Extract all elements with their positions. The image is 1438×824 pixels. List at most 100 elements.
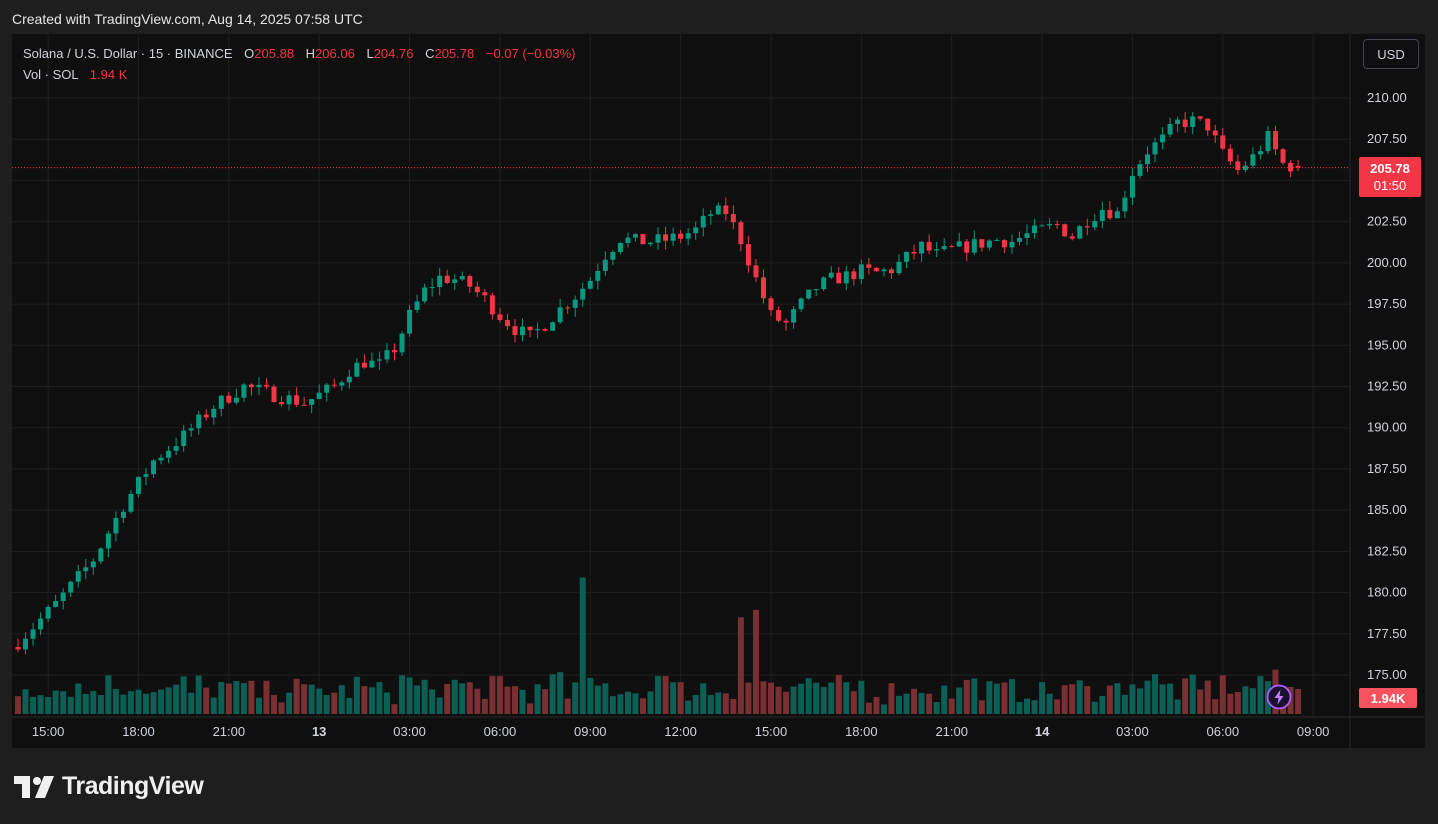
candle-body: [828, 272, 834, 278]
volume-bar: [587, 677, 594, 714]
y-tick-label: 197.50: [1367, 296, 1407, 311]
y-tick-label: 210.00: [1367, 90, 1407, 105]
x-tick-label: 21:00: [935, 724, 968, 739]
volume-bar: [316, 688, 323, 714]
candle-body: [173, 446, 179, 451]
volume-bar: [195, 675, 202, 714]
volume-bar: [1167, 683, 1174, 714]
volume-bar: [602, 683, 609, 714]
candle-body: [663, 234, 669, 241]
candle-body: [655, 234, 661, 243]
candle-body: [866, 264, 872, 268]
volume-bar: [730, 698, 737, 714]
volume-bar: [165, 687, 172, 714]
volume-bar: [685, 700, 692, 714]
volume-bar: [52, 690, 59, 714]
candle-body: [143, 474, 149, 477]
tradingview-logo[interactable]: TradingView: [14, 772, 204, 801]
candle-body: [504, 320, 510, 327]
volume-bar: [1061, 685, 1068, 714]
last-price-value: 205.78: [1370, 161, 1410, 176]
candle-body: [339, 382, 345, 386]
volume-bar: [293, 678, 300, 714]
x-tick-label: 12:00: [664, 724, 697, 739]
volume-bar: [399, 675, 406, 714]
tradingview-logo-icon: [14, 775, 54, 798]
candle-body: [911, 251, 917, 254]
candle-body: [166, 450, 172, 458]
volume-bar: [707, 694, 714, 714]
volume-bar: [1039, 682, 1046, 714]
candle-body: [1107, 209, 1113, 219]
currency-button[interactable]: USD: [1363, 39, 1419, 69]
candle-body: [489, 295, 495, 315]
candle-body: [120, 511, 126, 518]
candle-body: [1145, 154, 1150, 165]
candle-body: [324, 384, 330, 393]
y-tick-label: 202.50: [1367, 214, 1407, 229]
candle-body: [1197, 116, 1203, 119]
candle-body: [1077, 226, 1083, 239]
candle-body: [904, 251, 910, 262]
volume-bar: [1099, 695, 1106, 714]
volume-bar: [1016, 701, 1023, 714]
volume-bar: [677, 682, 684, 714]
volume-bar: [542, 689, 549, 714]
volume-bar: [90, 691, 97, 714]
volume-bar: [1136, 688, 1143, 714]
volume-bar: [1152, 674, 1159, 714]
lightning-bolt-icon[interactable]: [1266, 684, 1292, 710]
chart-panel[interactable]: 210.00207.50205.00202.50200.00197.50195.…: [12, 34, 1425, 748]
candle-body: [723, 205, 729, 215]
price-chart[interactable]: 210.00207.50205.00202.50200.00197.50195.…: [12, 34, 1425, 748]
candle-body: [836, 272, 842, 284]
candle-body: [128, 493, 134, 512]
volume-price-label: 1.94K: [1359, 688, 1417, 708]
candle-body: [776, 310, 782, 321]
candle-body: [301, 404, 307, 406]
volume-bar: [813, 682, 820, 714]
x-tick-label: 21:00: [213, 724, 246, 739]
volume-bar: [527, 703, 534, 714]
candle-body: [1099, 209, 1105, 221]
low-value: 204.76: [373, 46, 414, 61]
candle-body: [745, 244, 751, 266]
volume-bar: [948, 698, 955, 714]
volume-bar: [971, 678, 978, 714]
volume-bar: [240, 683, 247, 714]
candle-body: [459, 276, 465, 280]
candle-body: [158, 457, 164, 461]
volume-bar: [173, 684, 180, 714]
volume-bar: [1046, 693, 1053, 714]
candle-body: [437, 275, 443, 288]
candle-body: [888, 269, 894, 274]
volume-bar: [655, 676, 662, 714]
volume-label[interactable]: Vol · SOL: [23, 67, 79, 82]
volume-bar: [1001, 682, 1008, 714]
candle-body: [821, 277, 827, 290]
candle-body: [203, 414, 209, 418]
symbol-title[interactable]: Solana / U.S. Dollar · 15 · BINANCE: [23, 46, 233, 61]
candle-body: [843, 271, 849, 284]
open-label: O: [244, 46, 255, 61]
candle-body: [482, 292, 488, 296]
volume-bar: [715, 692, 722, 714]
volume-bar: [624, 691, 631, 714]
volume-bar: [768, 682, 774, 714]
candle-body: [1160, 134, 1166, 143]
volume-bar: [760, 681, 767, 714]
candle-body: [452, 279, 458, 283]
volume-bar: [941, 685, 948, 714]
volume-bar: [218, 682, 225, 714]
candle-body: [1235, 161, 1241, 170]
candle-body: [1227, 148, 1233, 162]
y-tick-label: 177.50: [1367, 626, 1407, 641]
low-label: L: [366, 46, 374, 61]
change-value: −0.07 (−0.03%): [485, 46, 576, 61]
y-tick-label: 187.50: [1367, 461, 1407, 476]
volume-bar: [225, 683, 232, 714]
candle-body: [708, 214, 714, 216]
volume-bar: [127, 691, 134, 714]
volume-bar: [963, 679, 970, 714]
candle-body: [1273, 131, 1279, 150]
